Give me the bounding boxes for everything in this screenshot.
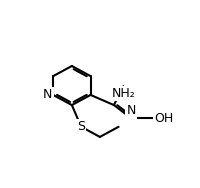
Text: S: S: [77, 120, 85, 133]
Text: OH: OH: [153, 112, 172, 125]
Text: NH₂: NH₂: [111, 87, 134, 100]
Text: N: N: [126, 104, 135, 117]
Text: N: N: [43, 88, 52, 102]
